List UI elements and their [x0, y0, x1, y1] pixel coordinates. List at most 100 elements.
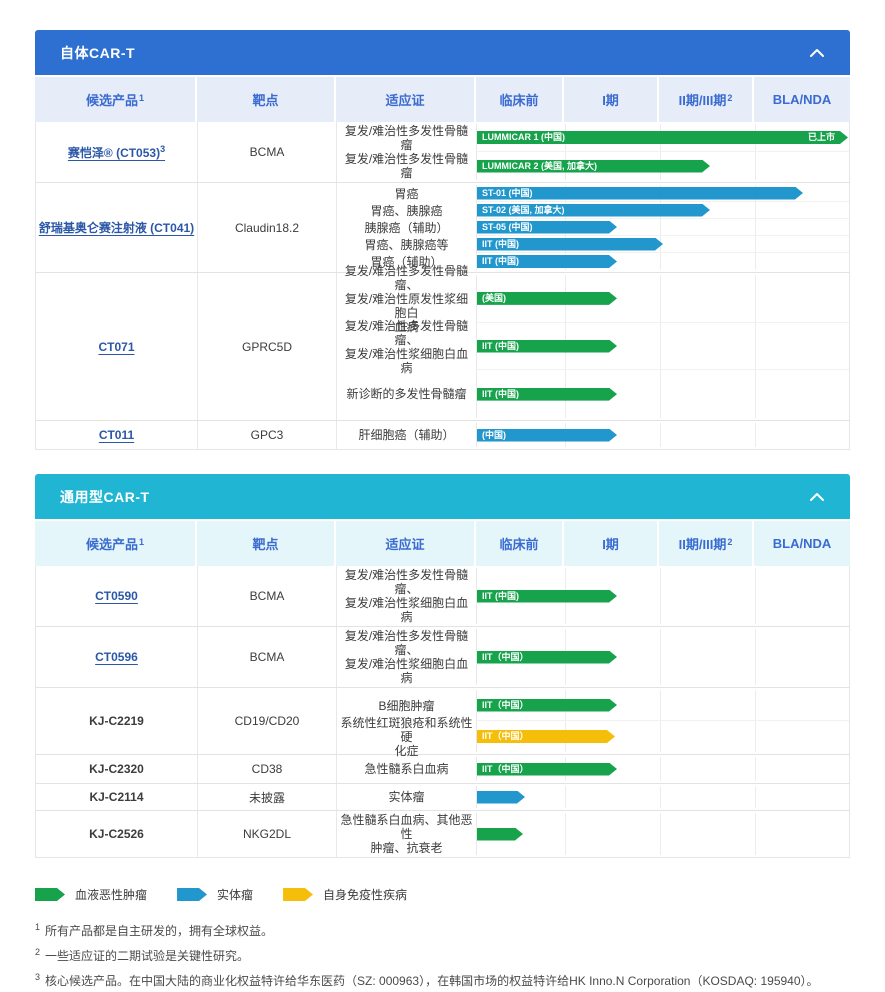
target-cell: 未披露	[198, 784, 337, 810]
column-header-label: BLA/NDA	[772, 92, 832, 107]
column-header-label: I期	[602, 93, 619, 108]
indication-text: 胃癌、胰腺癌	[337, 202, 477, 219]
bar-label: ST-02 (美国, 加拿大)	[482, 204, 565, 215]
chevron-up-icon[interactable]	[809, 48, 825, 58]
indication-line: 急性髓系白血病、其他恶性 肿瘤、抗衰老	[337, 813, 849, 855]
column-header-label: 靶点	[252, 93, 279, 108]
footnote-text: 所有产品都是自主研发的，拥有全球权益。	[45, 924, 274, 938]
column-header-label: II期/III期	[678, 537, 727, 552]
column-header-label: 临床前	[499, 93, 539, 108]
product-link[interactable]: CT0590	[95, 589, 138, 603]
indication-line: 胃癌 ST-01 (中国)	[337, 185, 849, 202]
row-lines: 复发/难治性多发性骨髓瘤、 复发/难治性原发性浆细胞白 血病 (美国) 复发/难治性…	[337, 264, 849, 420]
pipeline-bar: ST-02 (美国, 加拿大)	[477, 204, 710, 217]
phase-track: LUMMICAR 1 (中国) 已上市	[477, 124, 849, 152]
bar-label: (美国)	[482, 292, 506, 303]
phase-track: LUMMICAR 2 (美国, 加拿大)	[477, 152, 849, 180]
table-row: CT011 GPC3 肝细胞癌（辅助） (中国)	[36, 421, 849, 449]
target-cell: Claudin18.2	[198, 183, 337, 272]
row-lines: 急性髓系白血病 IIT（中国）	[337, 755, 849, 783]
product-link[interactable]: CT011	[98, 428, 135, 442]
product-link[interactable]: 舒瑞基奥仑赛注射液 (CT041)	[38, 221, 195, 235]
target-cell: GPC3	[198, 421, 337, 449]
product-name: KJ-C2526	[89, 827, 144, 841]
footnote-number: 3	[35, 972, 41, 982]
pipeline-bar: IIT (中国)	[477, 255, 617, 268]
column-header-label: BLA/NDA	[772, 536, 832, 551]
bar-label: LUMMICAR 1 (中国)	[482, 132, 565, 142]
indication-text: 实体瘤	[337, 786, 477, 808]
product-cell: KJ-C2219	[36, 688, 198, 754]
product-name: KJ-C2320	[89, 762, 144, 776]
footnote-number: 1	[35, 922, 41, 932]
phase-track: (美国)	[477, 275, 849, 323]
indication-line: 复发/难治性多发性骨髓瘤 LUMMICAR 2 (美国, 加拿大)	[337, 152, 849, 180]
indication-line: 胰腺癌（辅助） ST-05 (中国)	[337, 219, 849, 236]
legend-label: 自身免疫性疾病	[323, 888, 408, 902]
phase-track: ST-01 (中国)	[477, 185, 849, 202]
indication-line: 复发/难治性多发性骨髓瘤、 复发/难治性浆细胞白血病 IIT（中国）	[337, 629, 849, 685]
legend-item: 实体瘤	[177, 886, 253, 903]
indication-line: 肝细胞癌（辅助） (中国)	[337, 423, 849, 447]
column-header-label: 候选产品	[85, 537, 138, 552]
phase-track	[477, 813, 849, 855]
column-header-superscript: 1	[139, 92, 145, 103]
footnote-number: 2	[35, 947, 41, 957]
indication-text: 新诊断的多发性骨髓瘤	[337, 370, 477, 419]
product-cell: 赛恺泽® (CT053)3	[36, 122, 198, 182]
table-row: CT0596 BCMA 复发/难治性多发性骨髓瘤、 复发/难治性浆细胞白血病 IIT（…	[36, 627, 849, 688]
column-header-row: 候选产品 1 靶点 适应证 临床前 I期 II期/III期 2 BLA/NDA	[35, 77, 850, 122]
phase-track: ST-05 (中国)	[477, 219, 849, 236]
row-lines: B细胞肿瘤 IIT（中国） 系统性红斑狼疮和系统性硬 化症 IIT（中国）	[337, 688, 849, 758]
bar-label: IIT（中国）	[482, 699, 529, 710]
indication-line: 系统性红斑狼疮和系统性硬 化症 IIT（中国）	[337, 716, 849, 758]
column-header-label: 临床前	[499, 537, 539, 552]
indication-line: 复发/难治性多发性骨髓瘤、 复发/难治性浆细胞白血病 IIT (中国)	[337, 568, 849, 624]
product-cell: CT071	[36, 273, 198, 420]
pipeline-bar: LUMMICAR 1 (中国) 已上市	[477, 131, 848, 144]
target-cell: BCMA	[198, 122, 337, 182]
column-header: BLA/NDA	[754, 521, 850, 566]
indication-text: 复发/难治性多发性骨髓瘤	[337, 124, 477, 152]
section-header-autologous[interactable]: 自体CAR-T	[35, 30, 850, 75]
phase-track: IIT (中国)	[477, 322, 849, 371]
column-header-label: 适应证	[385, 537, 425, 552]
phase-track: IIT (中国)	[477, 370, 849, 419]
product-link[interactable]: CT071	[98, 339, 135, 354]
product-link[interactable]: CT0596	[95, 650, 138, 664]
indication-line: 复发/难治性多发性骨髓瘤、 复发/难治性原发性浆细胞白 血病 (美国)	[337, 264, 849, 334]
footnote: 3 核心候选产品。在中国大陆的商业化权益特许给华东医药（SZ: 000963），在…	[35, 967, 850, 992]
indication-text: 复发/难治性多发性骨髓瘤、 复发/难治性原发性浆细胞白 血病	[337, 264, 477, 334]
pipeline-bar: (美国)	[477, 292, 617, 305]
indication-line: 胃癌、胰腺癌等 IIT (中国)	[337, 236, 849, 253]
bar-label: IIT (中国)	[482, 340, 519, 351]
pipeline-bar: IIT（中国）	[477, 651, 617, 664]
pipeline-bar: ST-05 (中国)	[477, 221, 617, 234]
indication-text: 复发/难治性多发性骨髓瘤、 复发/难治性浆细胞白血病	[337, 568, 477, 624]
pipeline-bar: IIT（中国）	[477, 699, 617, 712]
section-header-universal[interactable]: 通用型CAR-T	[35, 474, 850, 519]
indication-line: 胃癌（辅助） IIT (中国)	[337, 253, 849, 270]
row-lines: 肝细胞癌（辅助） (中国)	[337, 421, 849, 449]
phase-track: IIT（中国）	[477, 629, 849, 685]
product-link[interactable]: 赛恺泽® (CT053)3	[67, 143, 166, 160]
product-name: KJ-C2219	[89, 714, 144, 728]
column-header: I期	[564, 77, 659, 122]
column-header: 临床前	[476, 521, 564, 566]
indication-line: 复发/难治性多发性骨髓瘤、 复发/难治性浆细胞白血病 IIT (中国)	[337, 319, 849, 374]
target-cell: NKG2DL	[198, 811, 337, 857]
table-row: 舒瑞基奥仑赛注射液 (CT041) Claudin18.2 胃癌 ST-01 (中国)…	[36, 183, 849, 273]
product-cell: KJ-C2526	[36, 811, 198, 857]
phase-track: IIT (中国)	[477, 568, 849, 624]
column-header: 候选产品 1	[35, 521, 197, 566]
product-cell: CT0596	[36, 627, 198, 687]
pipeline-bar	[477, 828, 523, 841]
bar-label: (中国)	[482, 429, 506, 440]
indication-text: 复发/难治性多发性骨髓瘤、 复发/难治性浆细胞白血病	[337, 629, 477, 685]
footnote: 2 一些适应证的二期试验是关键性研究。	[35, 942, 850, 967]
pipeline-bar: IIT（中国）	[477, 763, 617, 776]
product-name: KJ-C2114	[89, 790, 144, 804]
chevron-up-icon[interactable]	[809, 492, 825, 502]
bar-label: IIT（中国）	[482, 763, 529, 774]
